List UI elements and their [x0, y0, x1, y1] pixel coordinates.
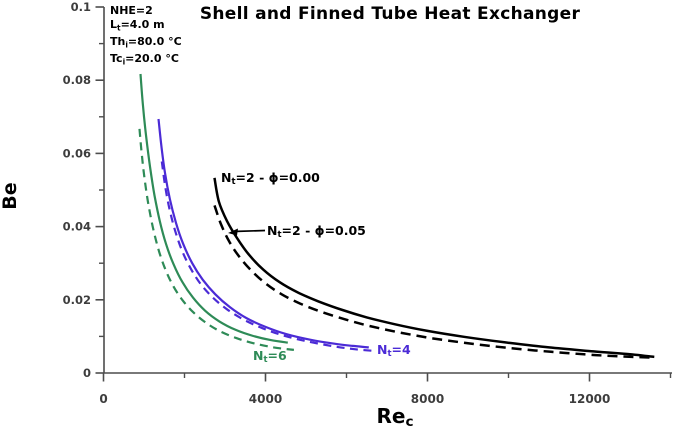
y-axis: 0 0.02 0.04 0.06 0.08 0.1 [63, 0, 104, 380]
axes-lines [103, 7, 672, 374]
conditions-annotation: NHE=2 Lt=4.0 m Thi=80.0 °C Tci=20.0 °C [110, 4, 182, 69]
chart-title: Shell and Finned Tube Heat Exchanger [199, 4, 581, 24]
condition-line: NHE=2 [110, 4, 153, 17]
condition-line: Tci=20.0 °C [110, 51, 179, 67]
y-tick-label: 0.04 [63, 220, 91, 234]
y-tick-label: 0 [83, 366, 91, 380]
curve-nt=2-=0.05 [213, 204, 655, 359]
x-axis-title: Rec [376, 404, 414, 431]
curve-label-nt2-phi0.05: Nt=2 - ϕ=0.05 [267, 223, 366, 240]
y-tick-label: 0.1 [71, 0, 91, 14]
x-tick-label: 8000 [411, 392, 444, 406]
curve-nt=4-=0.00 [157, 118, 369, 349]
curve-label-nt2-phi0.00: Nt=2 - ϕ=0.00 [221, 170, 320, 187]
condition-line: Lt=4.0 m [110, 17, 165, 33]
x-axis: 0 4000 8000 12000 [99, 373, 672, 406]
leader-arrowhead-icon [228, 228, 238, 236]
condition-line: Thi=80.0 °C [110, 34, 182, 50]
curve-label-nt4: Nt=4 [377, 342, 411, 359]
leader-line [232, 229, 266, 233]
y-tick-label: 0.02 [63, 293, 91, 307]
y-tick-label: 0.06 [63, 146, 91, 160]
y-tick-label: 0.08 [63, 73, 91, 87]
y-axis-title: Be [0, 182, 21, 210]
curve-nt=2-=0.00 [213, 177, 655, 359]
curve-label-nt6: Nt=6 [253, 348, 287, 365]
x-tick-label: 0 [99, 392, 107, 406]
curve-nt=6-=0.00 [139, 73, 288, 344]
x-tick-label: 12000 [569, 392, 611, 406]
x-tick-label: 4000 [249, 392, 282, 406]
curve-nt=4-=0.05 [160, 161, 375, 353]
nt2-phi0.05-leader [228, 228, 266, 236]
